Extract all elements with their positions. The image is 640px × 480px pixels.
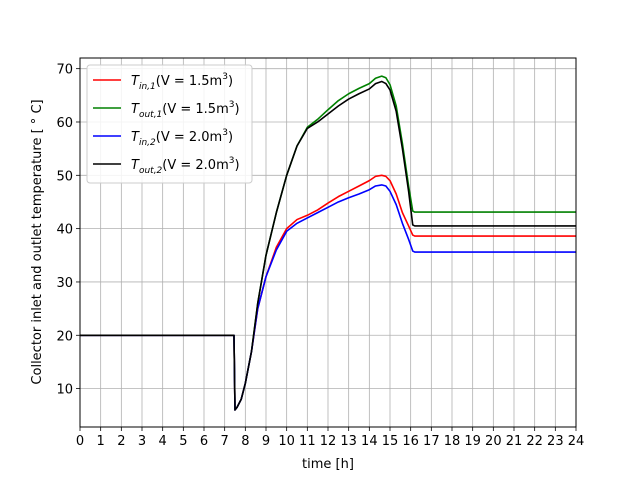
x-tick-label: 18	[444, 434, 461, 449]
legend-entry-label: Tout,2(V = 2.0m3)	[131, 156, 240, 176]
y-tick-label: 40	[56, 223, 73, 238]
x-axis-ticks: 0 1 2 3 4 5 6 7 8 9 10 11 12 13 14 15 16 17 18 19 20 21 22 23 24	[76, 427, 584, 449]
y-tick-label: 30	[56, 276, 73, 291]
x-tick-label: 0	[76, 434, 84, 449]
y-tick-label: 70	[56, 63, 73, 78]
y-tick-label: 60	[56, 116, 73, 131]
y-axis-label: Collector inlet and outlet temperature […	[30, 99, 45, 384]
x-tick-label: 6	[200, 434, 208, 449]
x-axis-label: time [h]	[302, 457, 354, 472]
x-tick-label: 11	[299, 434, 316, 449]
legend-entry-label: Tout,1(V = 1.5m3)	[131, 100, 240, 120]
x-tick-label: 22	[526, 434, 543, 449]
x-tick-label: 24	[568, 434, 585, 449]
x-tick-label: 4	[159, 434, 167, 449]
legend-entry-label: Tin,2(V = 2.0m3)	[131, 128, 233, 148]
series-line-4	[80, 80, 576, 411]
x-tick-label: 3	[138, 434, 146, 449]
legend-entry-label: Tin,1(V = 1.5m3)	[131, 72, 233, 92]
x-tick-label: 2	[117, 434, 125, 449]
x-tick-label: 17	[423, 434, 440, 449]
x-tick-label: 20	[485, 434, 502, 449]
x-tick-label: 9	[262, 434, 270, 449]
y-tick-label: 10	[56, 383, 73, 398]
x-tick-label: 5	[179, 434, 187, 449]
y-tick-label: 20	[56, 329, 73, 344]
legend-box	[86, 64, 253, 184]
x-tick-label: 15	[382, 434, 399, 449]
x-tick-label: 23	[547, 434, 564, 449]
legend: Tin,1(V = 1.5m3) Tout,1(V = 1.5m3) Tin,2(V…	[86, 64, 253, 184]
x-tick-label: 13	[340, 434, 357, 449]
x-tick-label: 21	[506, 434, 523, 449]
x-tick-label: 1	[97, 434, 105, 449]
y-tick-label: 50	[56, 169, 73, 184]
x-tick-label: 8	[241, 434, 249, 449]
series-lines	[80, 75, 576, 411]
x-tick-label: 14	[361, 434, 378, 449]
x-tick-label: 7	[221, 434, 229, 449]
y-axis-ticks: 10 20 30 40 50 60 70	[56, 63, 80, 398]
x-tick-label: 12	[320, 434, 337, 449]
x-tick-label: 19	[464, 434, 481, 449]
x-tick-label: 10	[278, 434, 295, 449]
x-tick-label: 16	[402, 434, 419, 449]
